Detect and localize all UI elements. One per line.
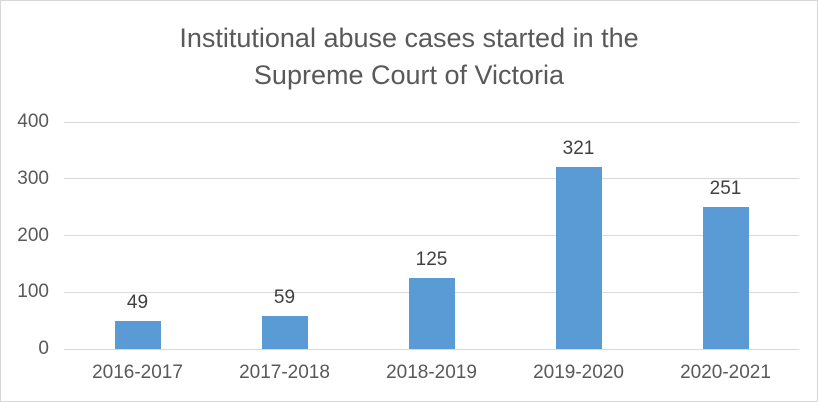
x-tick-label-2018-2019: 2018-2019	[386, 362, 477, 383]
y-tick-label-300: 300	[17, 167, 49, 189]
gridline-300	[64, 178, 799, 180]
gridline-0	[64, 348, 799, 350]
data-label-2018-2019: 125	[415, 249, 448, 271]
bar-slot-2016-2017: 49	[64, 122, 211, 349]
bar-2017-2018	[261, 315, 308, 349]
x-tick-label-2016-2017: 2016-2017	[92, 362, 183, 383]
bar-slot-2018-2019: 125	[358, 122, 505, 349]
x-tick-label-2020-2021: 2020-2021	[680, 362, 771, 383]
x-tick-label-2017-2018: 2017-2018	[239, 362, 330, 383]
data-label-2019-2020: 321	[562, 137, 595, 159]
bar-2019-2020	[555, 166, 602, 349]
bar-2020-2021	[702, 206, 749, 349]
bar-2018-2019	[408, 278, 455, 349]
data-label-2016-2017: 49	[126, 292, 149, 314]
bar-2016-2017	[114, 321, 161, 349]
y-tick-label-400: 400	[17, 111, 49, 132]
bar-slot-2019-2020: 321	[505, 122, 652, 349]
gridline-200	[64, 235, 799, 236]
y-tick-label-100: 100	[17, 281, 49, 303]
gridline-400	[64, 121, 799, 123]
chart-title: Institutional abuse cases started in the…	[1, 20, 817, 94]
x-tick-label-2019-2020: 2019-2020	[533, 362, 624, 383]
y-tick-label-200: 200	[17, 224, 49, 246]
chart-title-line-1: Institutional abuse cases started in the	[179, 23, 639, 53]
x-axis: 2016-2017 2017-2018 2018-2019 2019-2020 2020…	[64, 349, 799, 389]
chart-title-line-2: Supreme Court of Victoria	[253, 60, 565, 90]
y-tick-label-0: 0	[38, 338, 49, 359]
y-axis: 0 100 200 300 400	[1, 111, 49, 359]
bar-slot-2017-2018: 59	[211, 122, 358, 349]
plot-area: 49 59 125 321 251	[64, 121, 799, 350]
data-label-2017-2018: 59	[273, 286, 296, 308]
bar-slot-2020-2021: 251	[652, 122, 799, 349]
data-label-2020-2021: 251	[709, 177, 742, 199]
